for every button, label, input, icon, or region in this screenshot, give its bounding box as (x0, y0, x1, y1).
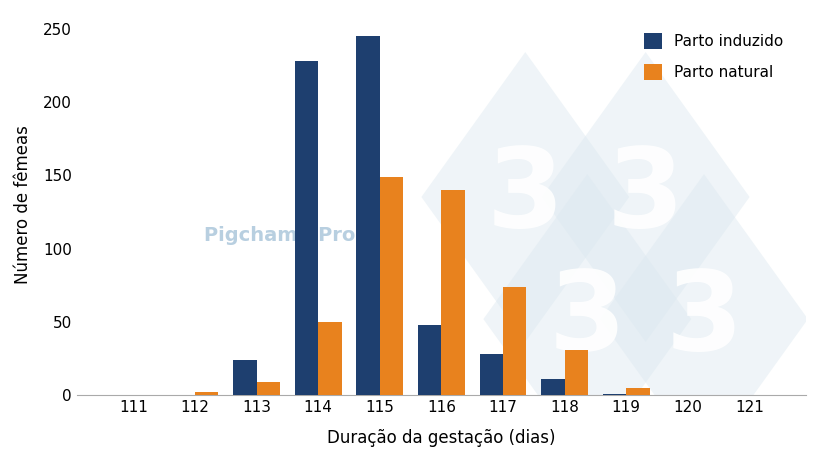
Bar (541, 379, 564, 396)
Bar (256, 382, 279, 396)
Bar (318, 322, 342, 396)
Bar (418, 325, 441, 396)
Text: Pigchamp Pro: Pigchamp Pro (204, 225, 355, 245)
Y-axis label: Número de fêmeas: Número de fêmeas (14, 125, 32, 284)
Text: 3: 3 (548, 266, 625, 372)
Bar (379, 177, 403, 396)
Bar (195, 392, 218, 396)
Text: 3: 3 (486, 143, 563, 250)
X-axis label: Duração da gestação (dias): Duração da gestação (dias) (327, 429, 555, 447)
Bar (564, 350, 587, 396)
Bar (441, 190, 464, 396)
Bar (356, 36, 379, 396)
Bar (233, 360, 256, 396)
Bar (479, 355, 502, 396)
Bar (626, 388, 649, 396)
Bar (502, 287, 526, 396)
Polygon shape (482, 174, 690, 461)
Legend: Parto induzido, Parto natural: Parto induzido, Parto natural (636, 25, 790, 88)
Bar (294, 61, 318, 396)
Text: 3: 3 (664, 266, 742, 372)
Text: 3: 3 (606, 143, 683, 250)
Polygon shape (541, 52, 749, 342)
Bar (602, 394, 626, 396)
Polygon shape (421, 52, 628, 342)
Polygon shape (600, 174, 807, 461)
